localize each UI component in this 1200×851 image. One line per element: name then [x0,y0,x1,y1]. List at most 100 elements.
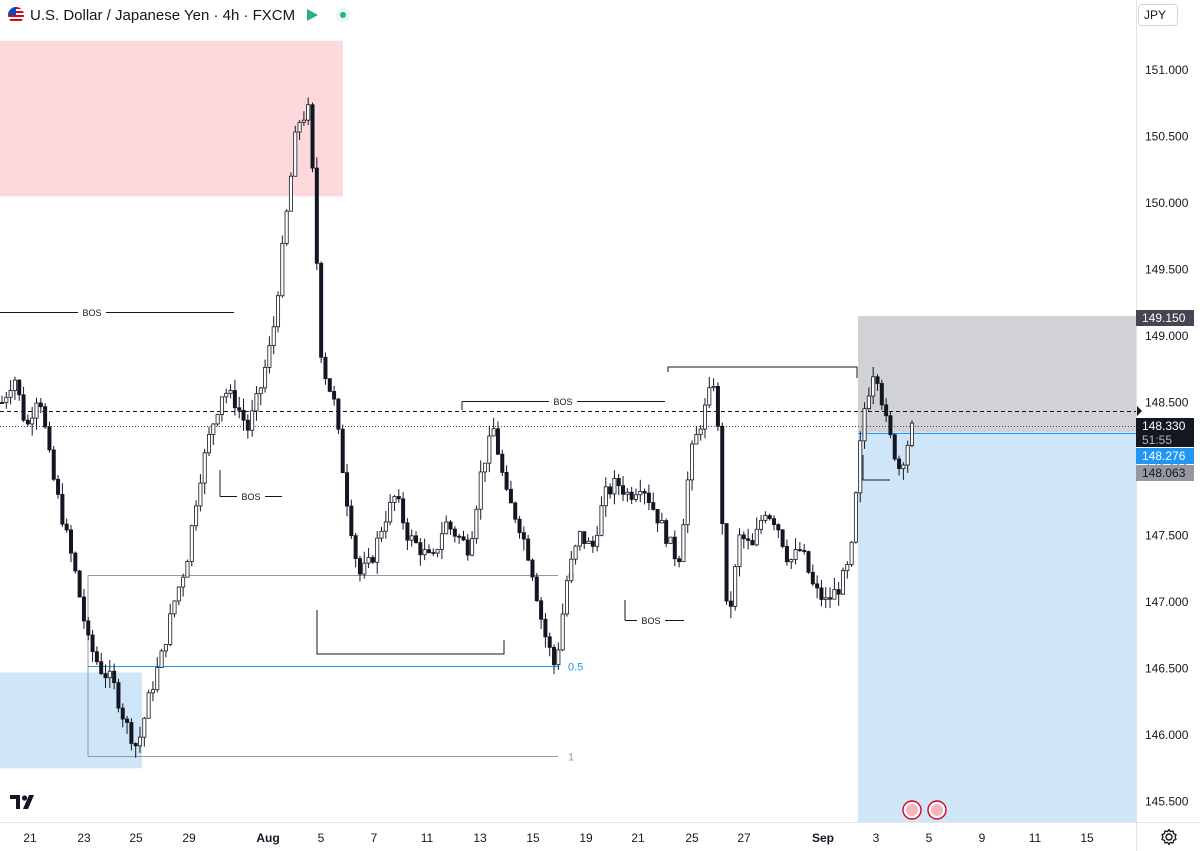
time-tick-label: 13 [473,831,487,845]
candle-body [483,462,488,473]
time-tick-label: Aug [256,831,279,845]
candle-body [500,453,505,473]
time-tick-label: 19 [579,831,593,845]
time-tick-label: 5 [318,831,325,845]
candle-body [314,167,319,264]
candle-body [276,295,281,328]
candle-body [715,385,720,427]
candle-body [414,535,419,544]
candle-body [4,396,9,404]
candle-body [543,618,548,638]
grey-zone [858,316,1136,432]
candle-body [586,540,591,544]
candle-body [17,379,22,396]
candle-body [642,491,647,494]
candle-body [836,589,841,595]
candle-body [793,549,798,560]
candle-body [677,558,682,563]
candle-body [776,524,781,531]
settings-icon[interactable] [1160,828,1178,846]
candle-body [564,580,569,615]
candle-body [155,667,160,691]
candle-body [681,524,686,563]
us-flag-icon [931,804,943,816]
candle-body [784,546,789,563]
candle-body [185,561,190,578]
candle-body [362,562,367,575]
demand-zone-right [858,429,1136,822]
price-tick-label: 145.500 [1145,795,1189,809]
candle-body [659,520,664,524]
candle-body [651,502,656,510]
candle-body [245,419,250,431]
candle-body [655,509,660,524]
candle-body [345,472,350,507]
market-open-icon[interactable] [336,8,351,22]
candle-body [370,557,375,563]
candle-body [94,651,99,663]
candle-body [306,104,311,121]
candle-body [323,356,328,380]
time-tick-label: 5 [926,831,933,845]
candle-body [409,535,414,541]
candle-body [297,121,302,133]
price-tick-label: 148.500 [1145,396,1189,410]
candle-body [146,692,151,719]
candle-body [81,596,86,622]
candle-body [771,518,776,525]
candle-body [34,402,39,419]
candle-body [25,419,30,425]
flag-icon[interactable] [307,9,319,21]
blue-level-label: 148.276 [1136,448,1194,464]
candle-body [388,502,393,523]
candle-body [452,528,457,537]
candle-body [901,464,906,469]
candle-body [646,492,651,503]
candle-body [12,379,17,391]
bos-label: BOS [553,397,572,407]
candle-body [163,644,168,652]
candle-body [254,393,259,412]
candle-body [159,650,164,668]
candle-body [875,376,880,384]
candle-body [711,385,716,389]
time-tick-label: 11 [421,831,434,845]
candle-body [405,522,410,541]
candle-body [595,534,600,547]
bos-label: BOS [241,492,260,502]
candle-body [327,378,332,392]
candle-body [202,452,207,484]
candle-body [21,394,26,421]
candle-body [840,570,845,595]
candle-body [625,491,630,495]
candle-body [224,392,229,398]
candle-body [431,552,436,554]
candle-body [172,600,177,615]
candle-body [383,521,388,532]
candle-body [211,423,216,435]
currency-button[interactable]: JPY [1138,4,1178,26]
candle-body [340,428,345,474]
time-tick-label: 21 [23,831,37,845]
candle-body [871,376,876,397]
candle-body [168,613,173,645]
candle-body [569,558,574,582]
candle-body [133,743,138,747]
symbol-title[interactable]: U.S. Dollar / Japanese Yen · 4h · FXCM [30,6,296,24]
candle-body [845,564,850,572]
candle-body [64,523,69,531]
candle-body [30,417,35,425]
candle-body [47,426,52,451]
bos-label: BOS [641,616,660,626]
tradingview-logo[interactable] [10,793,42,811]
candle-body [401,498,406,524]
bar-countdown-label: 51:55 [1136,433,1194,447]
bos-label-bg [237,490,265,503]
candle-body [241,409,246,421]
candle-body [879,383,884,406]
candle-body [332,390,337,400]
candle-body [237,407,242,411]
candle-body [176,586,181,602]
candle-body [698,428,703,435]
